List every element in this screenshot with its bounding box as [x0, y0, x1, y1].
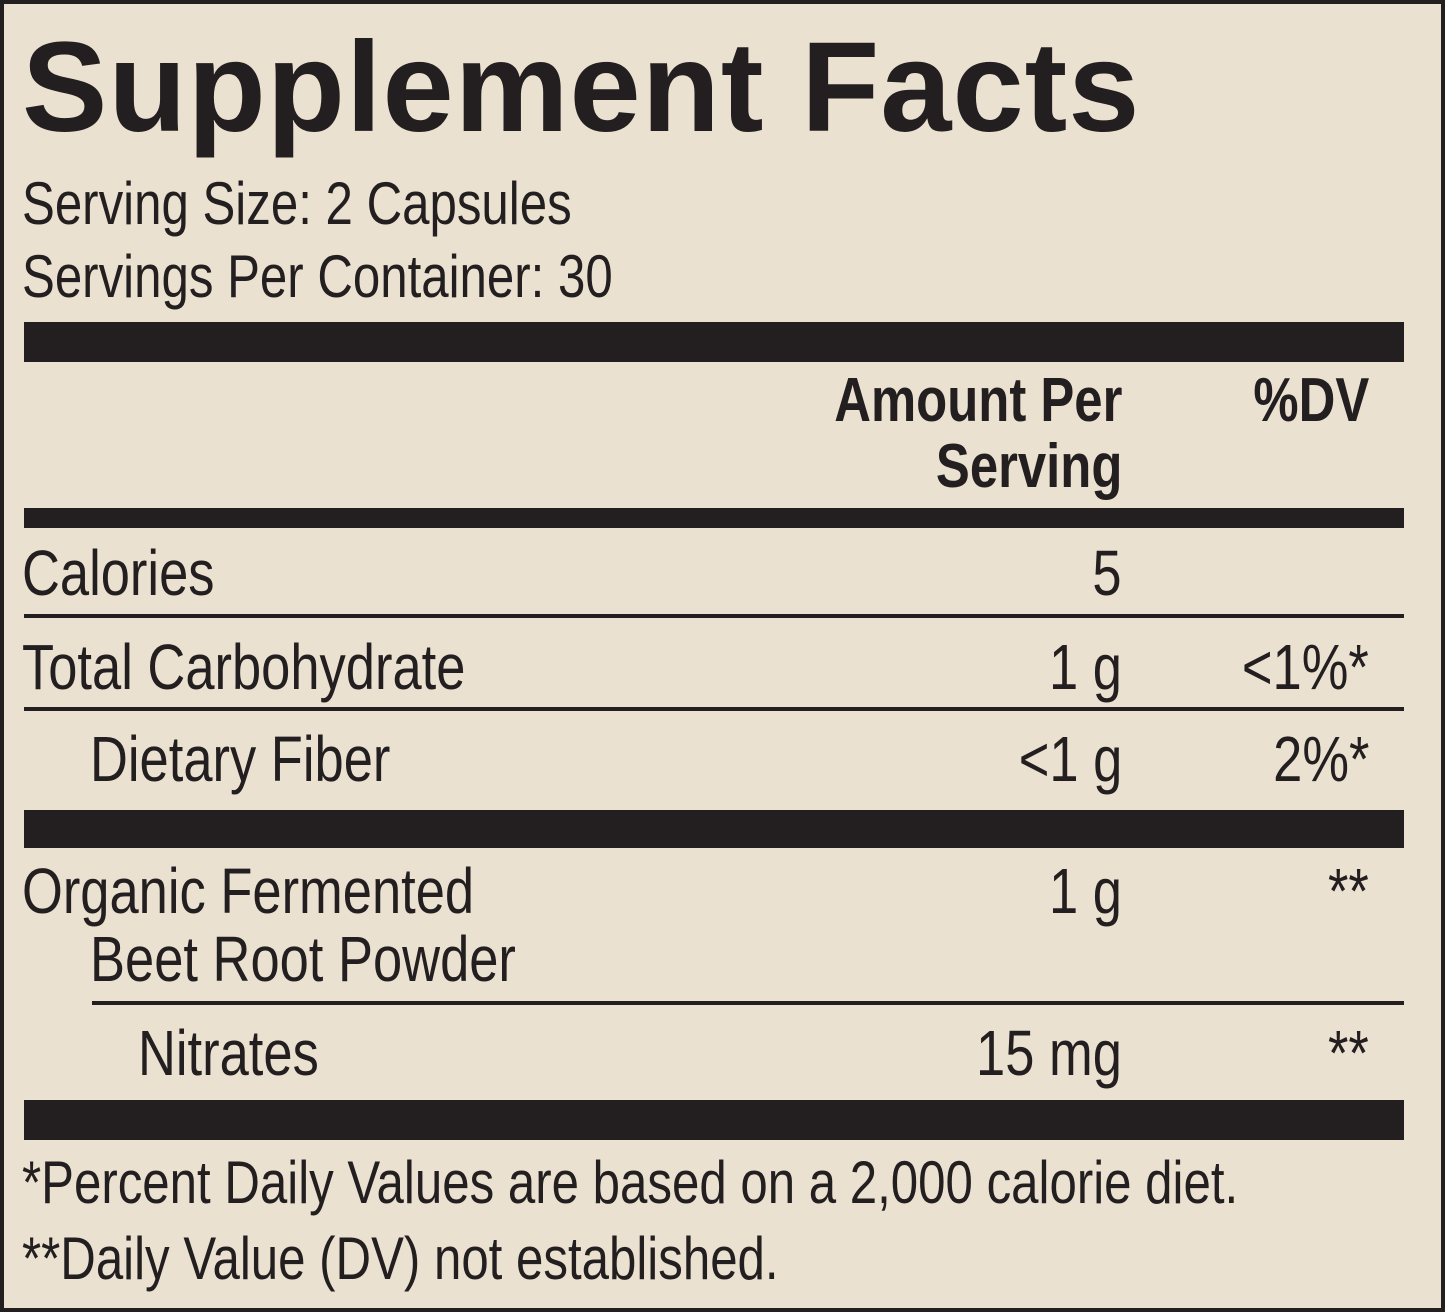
row-amount-beet-root: 1 g [1049, 855, 1122, 927]
row-amount-calories: 5 [1092, 537, 1122, 609]
amount-per-serving-header-line1: Amount Per [833, 366, 1122, 435]
row-name-beet-root-line1: Organic Fermented [22, 855, 475, 927]
row-amount-dietary-fiber: <1 g [1018, 723, 1122, 795]
row-name-dietary-fiber: Dietary Fiber [90, 723, 391, 795]
dv-header: %DV [1253, 366, 1369, 435]
row-amount-total-carbohydrate: 1 g [1049, 631, 1122, 703]
row-name-total-carbohydrate: Total Carbohydrate [22, 631, 466, 703]
row-name-calories: Calories [22, 537, 215, 609]
amount-per-serving-header-line2: Serving [935, 432, 1122, 501]
serving-size: Serving Size: 2 Capsules [22, 170, 572, 237]
thin-divider [92, 1001, 1404, 1005]
footnote-percent-dv: *Percent Daily Values are based on a 2,0… [22, 1149, 1239, 1216]
row-name-nitrates: Nitrates [138, 1017, 319, 1089]
row-amount-nitrates: 15 mg [976, 1017, 1122, 1089]
thick-divider [24, 1100, 1404, 1140]
thick-divider [24, 810, 1404, 848]
thick-divider [24, 322, 1404, 362]
thin-divider [24, 707, 1404, 711]
medium-divider [24, 508, 1404, 528]
servings-per-container: Servings Per Container: 30 [22, 243, 613, 310]
row-dv-total-carbohydrate: <1%* [1242, 631, 1369, 703]
row-name-beet-root-line2: Beet Root Powder [90, 923, 516, 995]
row-dv-beet-root: ** [1328, 855, 1369, 927]
row-dv-nitrates: ** [1328, 1017, 1369, 1089]
row-dv-dietary-fiber: 2%* [1272, 723, 1369, 795]
footnote-dv-not-established: **Daily Value (DV) not established. [22, 1225, 779, 1292]
thin-divider [24, 614, 1404, 618]
panel-title: Supplement Facts [22, 16, 1141, 159]
